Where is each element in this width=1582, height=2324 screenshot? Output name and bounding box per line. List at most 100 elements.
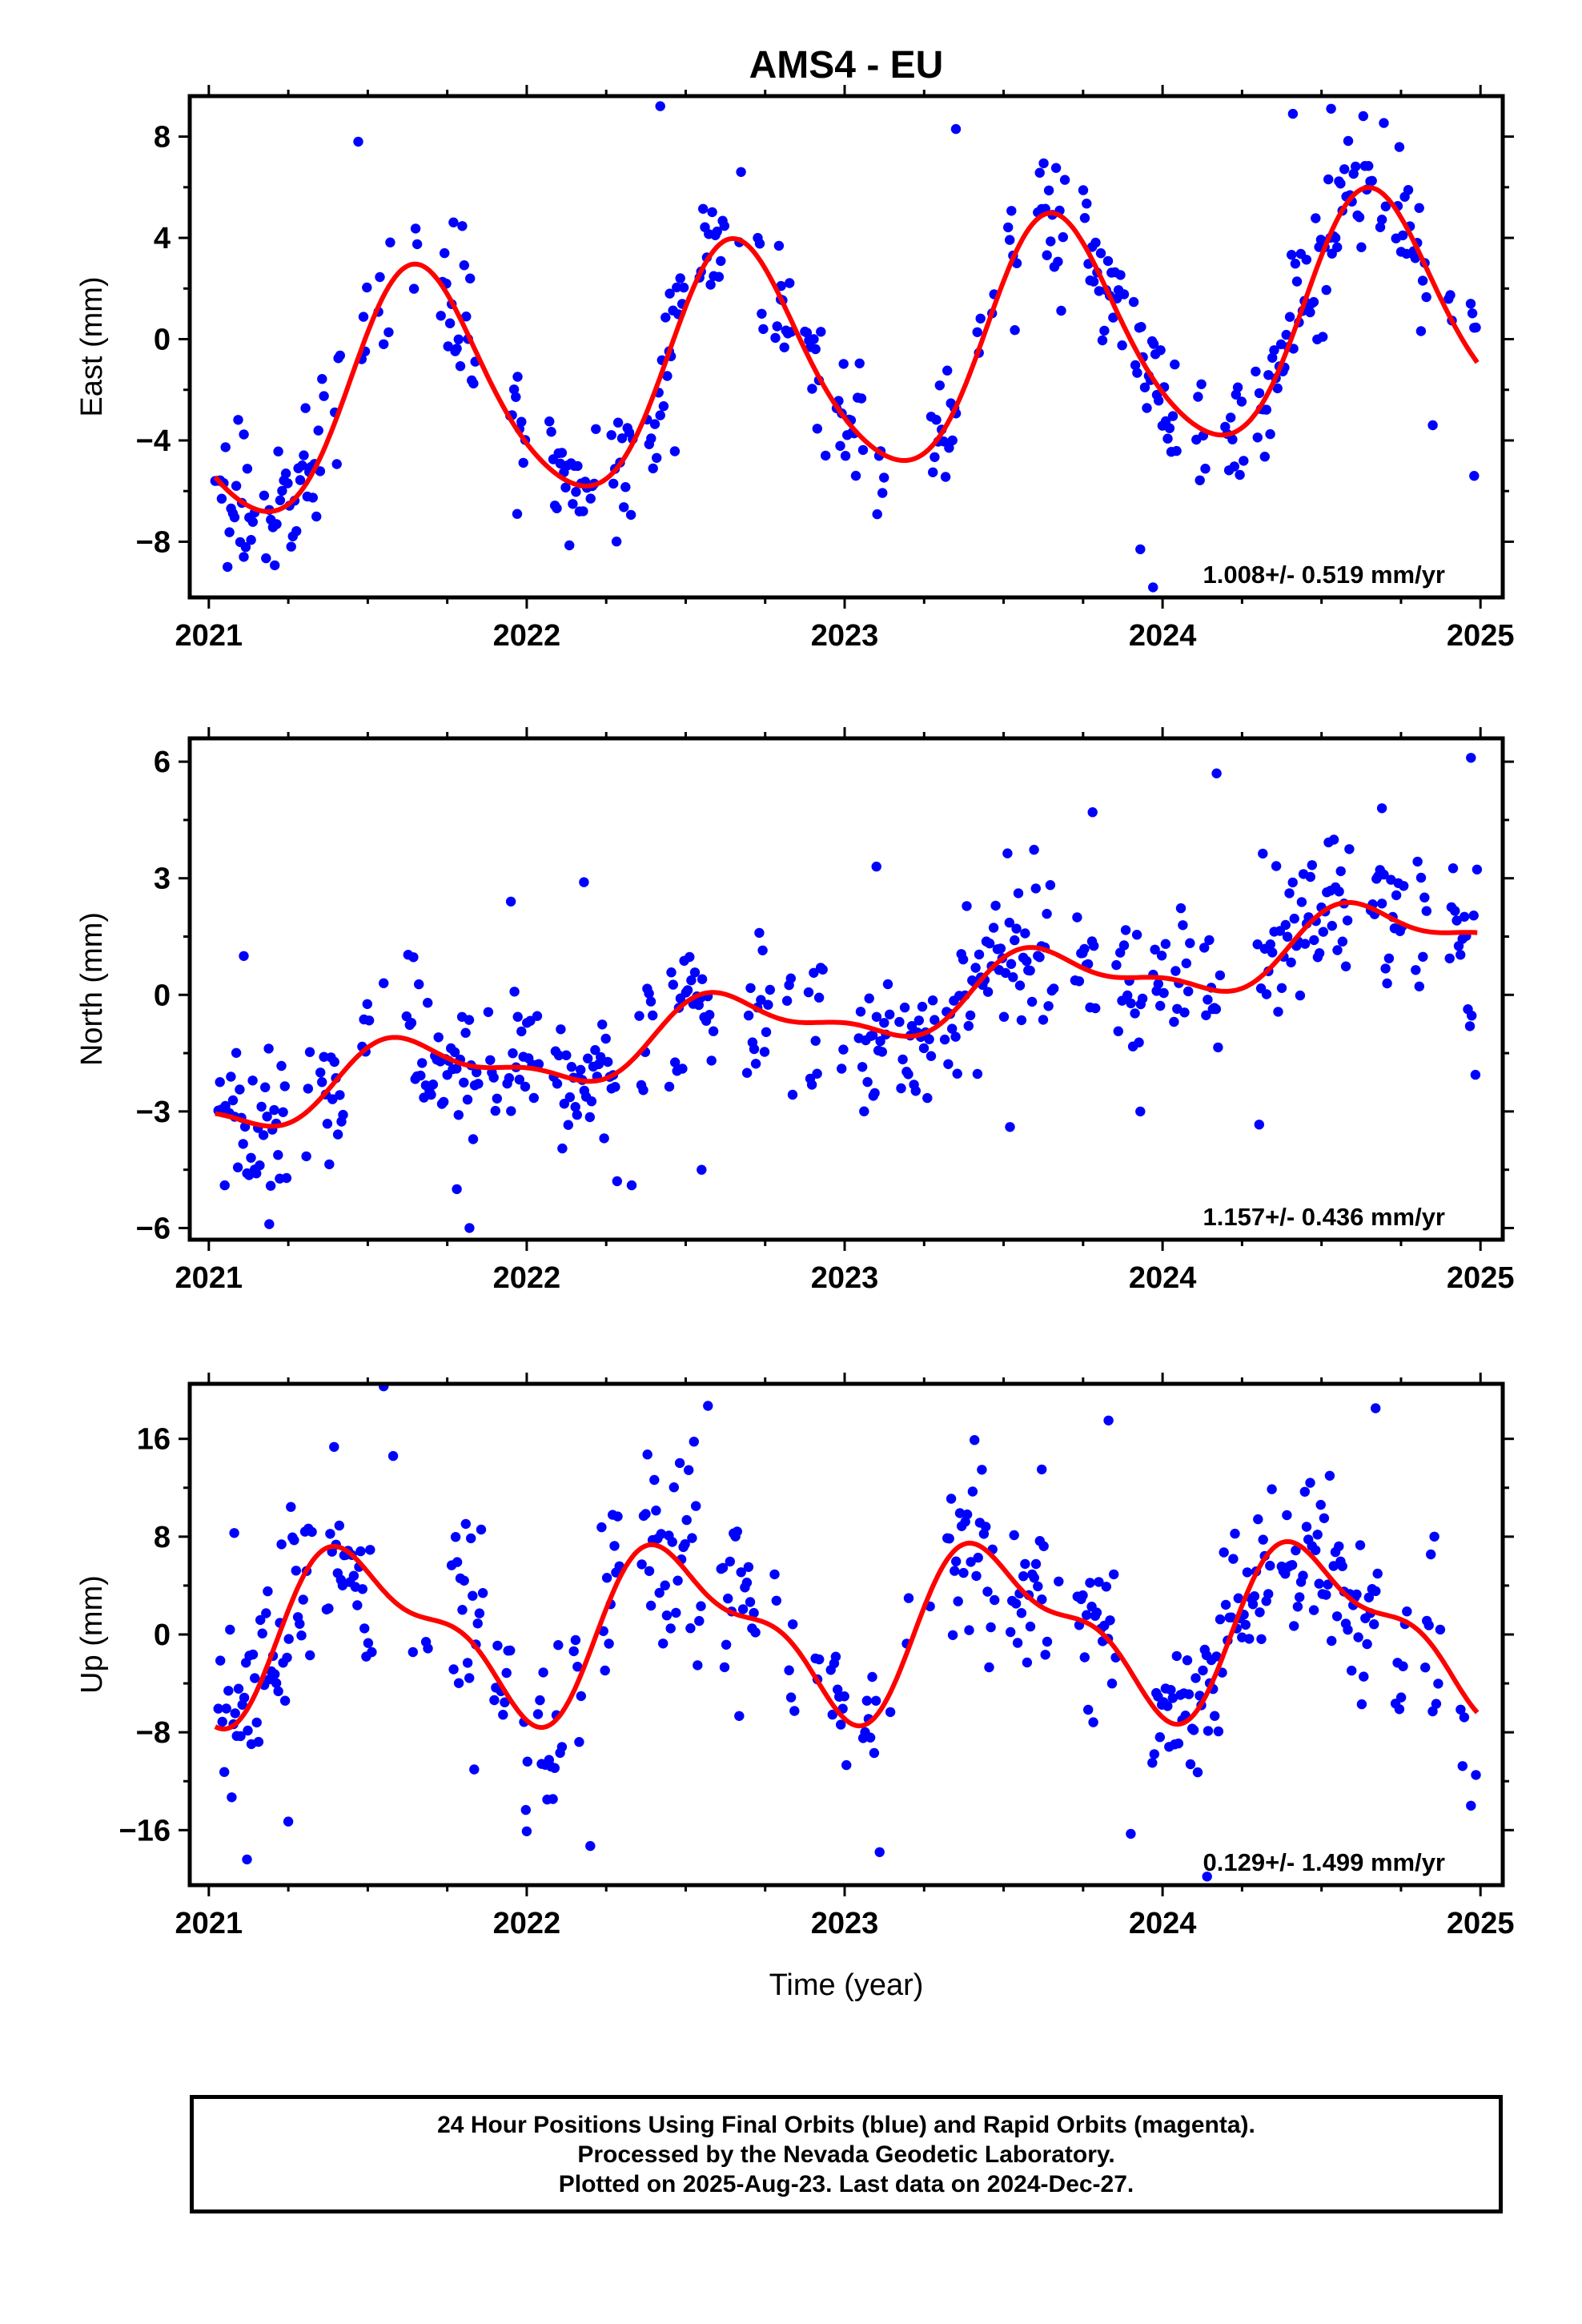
north-data-point bbox=[1153, 979, 1164, 989]
up-data-point bbox=[1466, 1800, 1476, 1811]
north-data-point bbox=[303, 1084, 313, 1094]
x-tick-label: 2022 bbox=[493, 1261, 561, 1295]
up-data-point bbox=[1167, 1693, 1178, 1703]
up-data-point bbox=[723, 1593, 733, 1604]
north-data-point bbox=[460, 1027, 471, 1038]
north-data-point bbox=[750, 1059, 761, 1069]
east-data-point bbox=[511, 392, 521, 402]
up-data-point bbox=[498, 1710, 508, 1720]
north-data-point bbox=[810, 1035, 821, 1046]
east-data-point bbox=[297, 460, 307, 471]
east-data-point bbox=[1354, 212, 1365, 223]
up-data-point bbox=[522, 1756, 532, 1767]
north-data-point bbox=[1421, 906, 1432, 916]
up-data-point bbox=[468, 1590, 478, 1601]
east-data-point bbox=[362, 282, 372, 293]
east-data-point bbox=[1290, 259, 1301, 269]
east-data-point bbox=[1376, 215, 1387, 225]
east-data-point bbox=[872, 509, 882, 520]
north-data-point bbox=[414, 979, 424, 990]
east-data-point bbox=[556, 448, 568, 458]
up-data-point bbox=[789, 1706, 800, 1716]
east-data-point bbox=[785, 278, 795, 288]
north-data-point bbox=[962, 901, 972, 911]
footer-line-2: Processed by the Nevada Geodetic Laborat… bbox=[577, 2141, 1115, 2168]
north-data-point bbox=[227, 1095, 239, 1106]
up-data-point bbox=[687, 1533, 697, 1543]
up-data-point bbox=[1054, 1576, 1064, 1587]
up-data-point bbox=[885, 1707, 896, 1718]
up-data-point bbox=[251, 1717, 262, 1728]
up-data-point bbox=[521, 1826, 532, 1836]
north-data-point bbox=[988, 923, 999, 933]
up-data-point bbox=[225, 1624, 235, 1635]
up-data-point bbox=[788, 1619, 798, 1630]
north-data-point bbox=[868, 1091, 879, 1101]
north-data-point bbox=[322, 1119, 333, 1129]
north-data-point bbox=[918, 1043, 930, 1054]
east-data-point bbox=[552, 503, 562, 513]
north-data-point bbox=[281, 1172, 292, 1184]
east-data-point bbox=[662, 371, 673, 381]
north-data-point bbox=[1299, 939, 1311, 949]
east-data-point bbox=[564, 540, 575, 551]
up-data-point bbox=[951, 1556, 962, 1566]
north-data-point bbox=[1014, 980, 1026, 991]
up-data-point bbox=[1219, 1547, 1229, 1558]
east-data-point bbox=[233, 415, 243, 425]
up-data-point bbox=[257, 1628, 267, 1638]
east-data-point bbox=[1006, 206, 1017, 216]
north-data-point bbox=[705, 1010, 715, 1020]
east-data-point bbox=[1335, 179, 1346, 189]
east-data-point bbox=[223, 561, 233, 573]
up-data-point bbox=[1331, 1611, 1343, 1622]
up-data-point bbox=[1312, 1530, 1323, 1540]
up-data-point bbox=[749, 1607, 759, 1618]
up-data-point bbox=[671, 1607, 681, 1618]
east-data-point bbox=[758, 324, 769, 335]
north-data-point bbox=[913, 1015, 925, 1026]
north-data-point bbox=[917, 1001, 928, 1012]
up-data-point bbox=[1105, 1615, 1115, 1626]
east-data-point bbox=[1403, 185, 1414, 195]
up-data-point bbox=[944, 1534, 954, 1544]
up-data-point bbox=[1255, 1607, 1265, 1618]
east-data-point bbox=[383, 327, 394, 338]
north-data-point bbox=[525, 1015, 536, 1026]
up-data-point bbox=[1126, 1828, 1136, 1839]
east-data-point bbox=[779, 342, 789, 352]
north-data-point bbox=[708, 1026, 719, 1036]
north-data-point bbox=[877, 1047, 888, 1057]
north-data-point bbox=[885, 1009, 895, 1020]
up-data-point bbox=[1435, 1624, 1446, 1635]
up-data-point bbox=[1433, 1679, 1443, 1689]
east-data-point bbox=[1082, 199, 1092, 209]
x-tick-label: 2025 bbox=[1447, 1261, 1515, 1295]
up-data-point bbox=[1265, 1560, 1275, 1571]
north-data-point bbox=[706, 1055, 717, 1066]
east-data-point bbox=[457, 221, 468, 231]
east-data-point bbox=[1088, 276, 1099, 287]
north-data-point bbox=[859, 1106, 869, 1116]
up-data-point bbox=[865, 1732, 876, 1743]
up-data-point bbox=[492, 1640, 503, 1651]
east-data-point bbox=[516, 416, 527, 427]
north-data-point bbox=[532, 1011, 543, 1021]
north-data-point bbox=[338, 1109, 348, 1120]
east-data-point bbox=[286, 541, 296, 552]
up-data-point bbox=[1323, 1579, 1333, 1590]
north-data-point bbox=[785, 973, 796, 983]
north-data-point bbox=[970, 963, 981, 973]
up-data-point bbox=[1394, 1704, 1405, 1715]
up-data-point bbox=[1311, 1545, 1321, 1556]
up-data-point bbox=[365, 1545, 375, 1555]
east-data-point bbox=[1323, 174, 1334, 185]
north-data-point bbox=[1379, 869, 1389, 880]
north-data-point bbox=[761, 1027, 772, 1038]
east-data-point bbox=[275, 495, 286, 505]
north-data-point bbox=[260, 1082, 271, 1092]
north-data-point bbox=[1450, 906, 1460, 916]
up-data-point bbox=[576, 1691, 586, 1702]
north-data-point bbox=[763, 999, 773, 1010]
north-data-point bbox=[1380, 963, 1391, 974]
